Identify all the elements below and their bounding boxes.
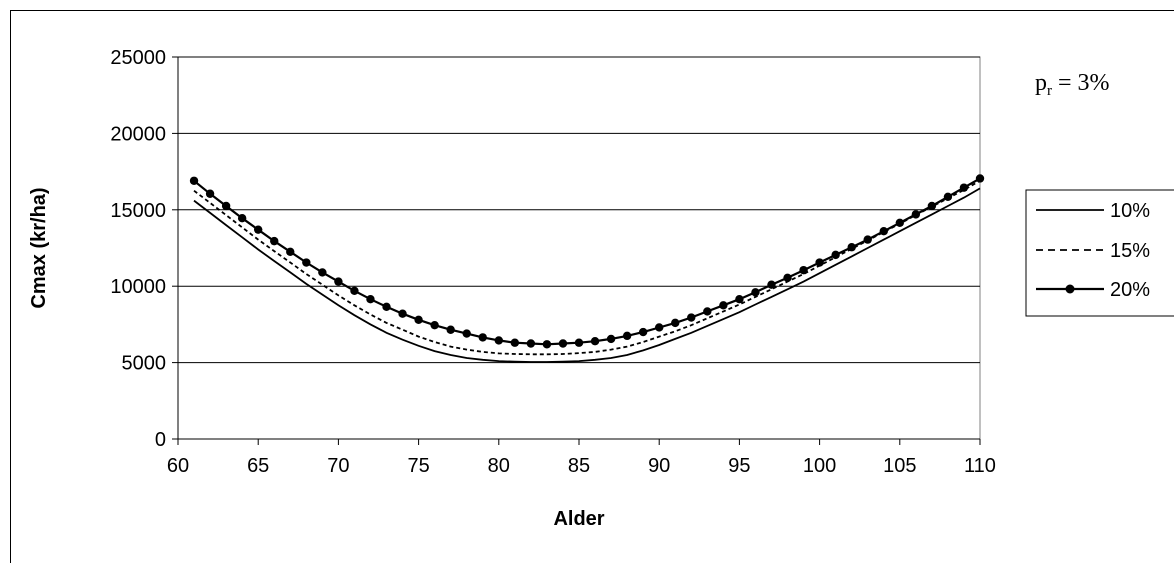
x-tick-label: 75 (407, 455, 429, 477)
data-point (430, 320, 439, 330)
annotation-main: p (1035, 70, 1047, 96)
legend-marker (1065, 284, 1075, 294)
legend: 10% 15% 20% (1025, 189, 1174, 317)
data-point (350, 286, 359, 295)
data-point (783, 273, 792, 282)
data-point (687, 313, 696, 322)
series-layer (189, 174, 985, 363)
x-tick-label: 85 (568, 455, 590, 477)
y-axis-title: Cmax (kr/ha) (28, 187, 50, 308)
series-line (193, 187, 981, 363)
x-tick-label: 110 (964, 455, 996, 477)
gridlines (178, 56, 980, 364)
data-point (767, 280, 776, 289)
data-point (655, 323, 664, 332)
legend-box (1025, 189, 1174, 317)
x-tick-label: 80 (488, 455, 510, 477)
data-point (558, 339, 568, 348)
data-point (286, 247, 295, 257)
x-tick-label: 65 (247, 455, 269, 477)
x-tick-label: 90 (648, 455, 670, 477)
y-tick-label: 20000 (110, 123, 166, 145)
data-point (927, 201, 937, 211)
axes: 0 5000 10000 15000 20000 25000 60 65 70 75 80 85 90 9… (110, 47, 996, 477)
data-point (189, 176, 199, 185)
series-20% (189, 174, 985, 349)
data-point (478, 333, 487, 342)
y-tick-label: 15000 (110, 200, 166, 222)
data-point (494, 336, 503, 345)
data-point (606, 334, 616, 344)
data-point (815, 258, 824, 267)
data-point (574, 338, 584, 347)
annotation-sub: r (1047, 83, 1052, 99)
data-point (366, 294, 375, 304)
data-point (622, 331, 632, 341)
data-point (943, 192, 953, 202)
data-point (302, 258, 311, 267)
data-point (879, 226, 888, 236)
legend-label: 20% (1110, 279, 1150, 301)
data-point (831, 250, 840, 260)
data-point (542, 340, 552, 349)
data-point (911, 210, 921, 219)
data-point (751, 288, 760, 297)
data-point (959, 183, 969, 192)
x-tick-label: 105 (883, 455, 916, 477)
data-point (671, 318, 680, 328)
data-point (446, 325, 455, 334)
data-point (510, 338, 520, 347)
annotation-pr: pr = 3% (1035, 70, 1110, 99)
data-point (799, 265, 808, 275)
data-point (735, 294, 744, 304)
data-point (847, 243, 856, 252)
data-point (318, 268, 327, 277)
x-tick-label: 70 (327, 455, 349, 477)
y-tick-label: 10000 (110, 276, 166, 298)
legend-label: 15% (1110, 240, 1150, 262)
x-tick-label: 100 (803, 455, 836, 477)
y-tick-label: 5000 (122, 353, 167, 375)
data-point (719, 301, 728, 310)
x-tick-label: 95 (728, 455, 750, 477)
y-tick-label: 25000 (110, 47, 166, 69)
data-point (270, 236, 279, 246)
data-point (382, 302, 391, 312)
data-point (254, 225, 263, 234)
data-point (703, 307, 712, 316)
data-point (638, 327, 648, 337)
data-point (237, 214, 247, 223)
series-10% (193, 187, 981, 363)
data-point (895, 218, 904, 227)
x-tick-label: 60 (167, 455, 189, 477)
data-point (334, 277, 343, 286)
legend-label: 10% (1110, 200, 1150, 222)
data-point (398, 309, 407, 318)
data-point (205, 189, 215, 198)
data-point (526, 339, 536, 348)
y-tick-label: 0 (155, 429, 166, 451)
legend-entries: 10% 15% 20% (1036, 200, 1150, 301)
annotation-rest: = 3% (1052, 70, 1110, 96)
data-point (863, 235, 872, 244)
data-point (221, 201, 231, 211)
data-point (590, 337, 600, 346)
x-axis-title: Alder (553, 508, 604, 530)
chart-frame (10, 10, 1174, 563)
plot-area (177, 56, 981, 440)
data-point (462, 329, 471, 338)
data-point (975, 174, 985, 183)
data-point (414, 315, 423, 325)
